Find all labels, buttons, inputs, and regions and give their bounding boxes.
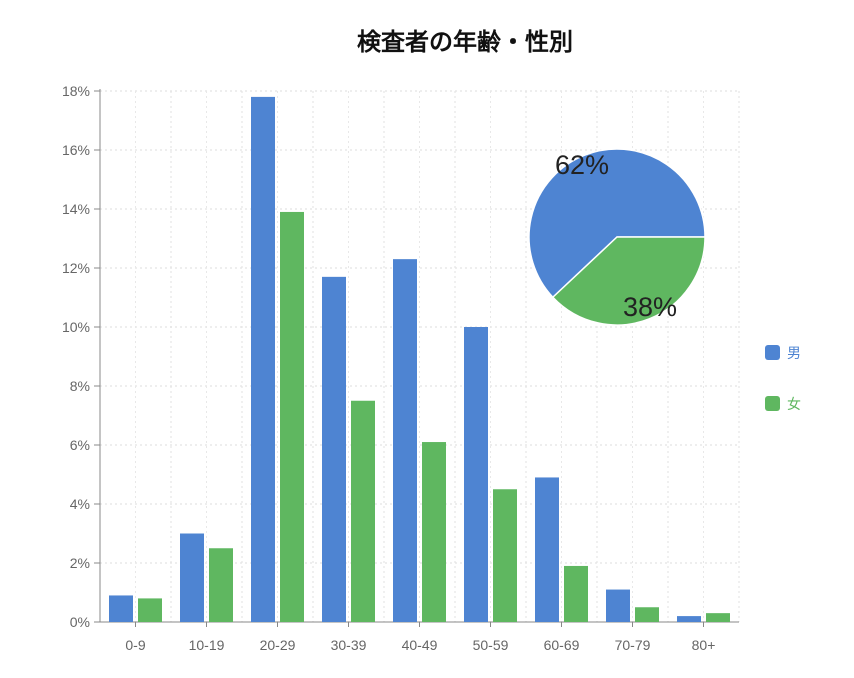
x-tick-label: 70-79	[615, 637, 651, 653]
pie-slice-male[interactable]	[528, 148, 706, 299]
y-tick-label: 4%	[70, 496, 90, 512]
y-tick-label: 14%	[62, 201, 90, 217]
bar-male[interactable]	[180, 533, 204, 623]
x-tick-label: 50-59	[473, 637, 509, 653]
bar-female[interactable]	[209, 548, 233, 622]
bar-male[interactable]	[677, 616, 701, 622]
x-tick-label: 0-9	[125, 637, 145, 653]
legend-swatch[interactable]	[765, 396, 780, 411]
x-tick-label: 20-29	[260, 637, 296, 653]
y-tick-label: 6%	[70, 437, 90, 453]
chart-title: 検査者の年齢・性別	[357, 28, 573, 56]
y-tick-label: 18%	[62, 83, 90, 99]
bar-female[interactable]	[635, 607, 659, 622]
bar-female[interactable]	[422, 442, 446, 622]
y-tick-label: 16%	[62, 142, 90, 158]
x-tick-label: 80+	[692, 637, 716, 653]
y-tick-label: 12%	[62, 260, 90, 276]
legend-label[interactable]: 女	[787, 396, 801, 413]
x-tick-label: 40-49	[402, 637, 438, 653]
bar-female[interactable]	[706, 613, 730, 622]
legend-swatch[interactable]	[765, 345, 780, 360]
pie-label: 38%	[623, 292, 677, 322]
pie-slice-female[interactable]	[551, 236, 706, 326]
bar-male[interactable]	[393, 259, 417, 622]
bar-male[interactable]	[464, 327, 488, 622]
bar-male[interactable]	[109, 595, 133, 622]
bar-male[interactable]	[535, 477, 559, 622]
x-tick-label: 60-69	[544, 637, 580, 653]
bar-female[interactable]	[564, 565, 588, 622]
y-tick-label: 2%	[70, 555, 90, 571]
bar-male[interactable]	[322, 276, 346, 622]
bar-female[interactable]	[351, 400, 375, 622]
y-tick-label: 0%	[70, 614, 90, 630]
bar-female[interactable]	[138, 598, 162, 622]
bar-female[interactable]	[280, 211, 304, 622]
y-tick-label: 8%	[70, 378, 90, 394]
y-tick-label: 10%	[62, 319, 90, 335]
bar-female[interactable]	[493, 489, 517, 622]
pie-label: 62%	[555, 150, 609, 180]
x-tick-label: 10-19	[189, 637, 225, 653]
legend-label[interactable]: 男	[787, 346, 801, 362]
x-tick-label: 30-39	[331, 637, 367, 653]
bar-male[interactable]	[606, 589, 630, 622]
bar-male[interactable]	[251, 96, 275, 622]
